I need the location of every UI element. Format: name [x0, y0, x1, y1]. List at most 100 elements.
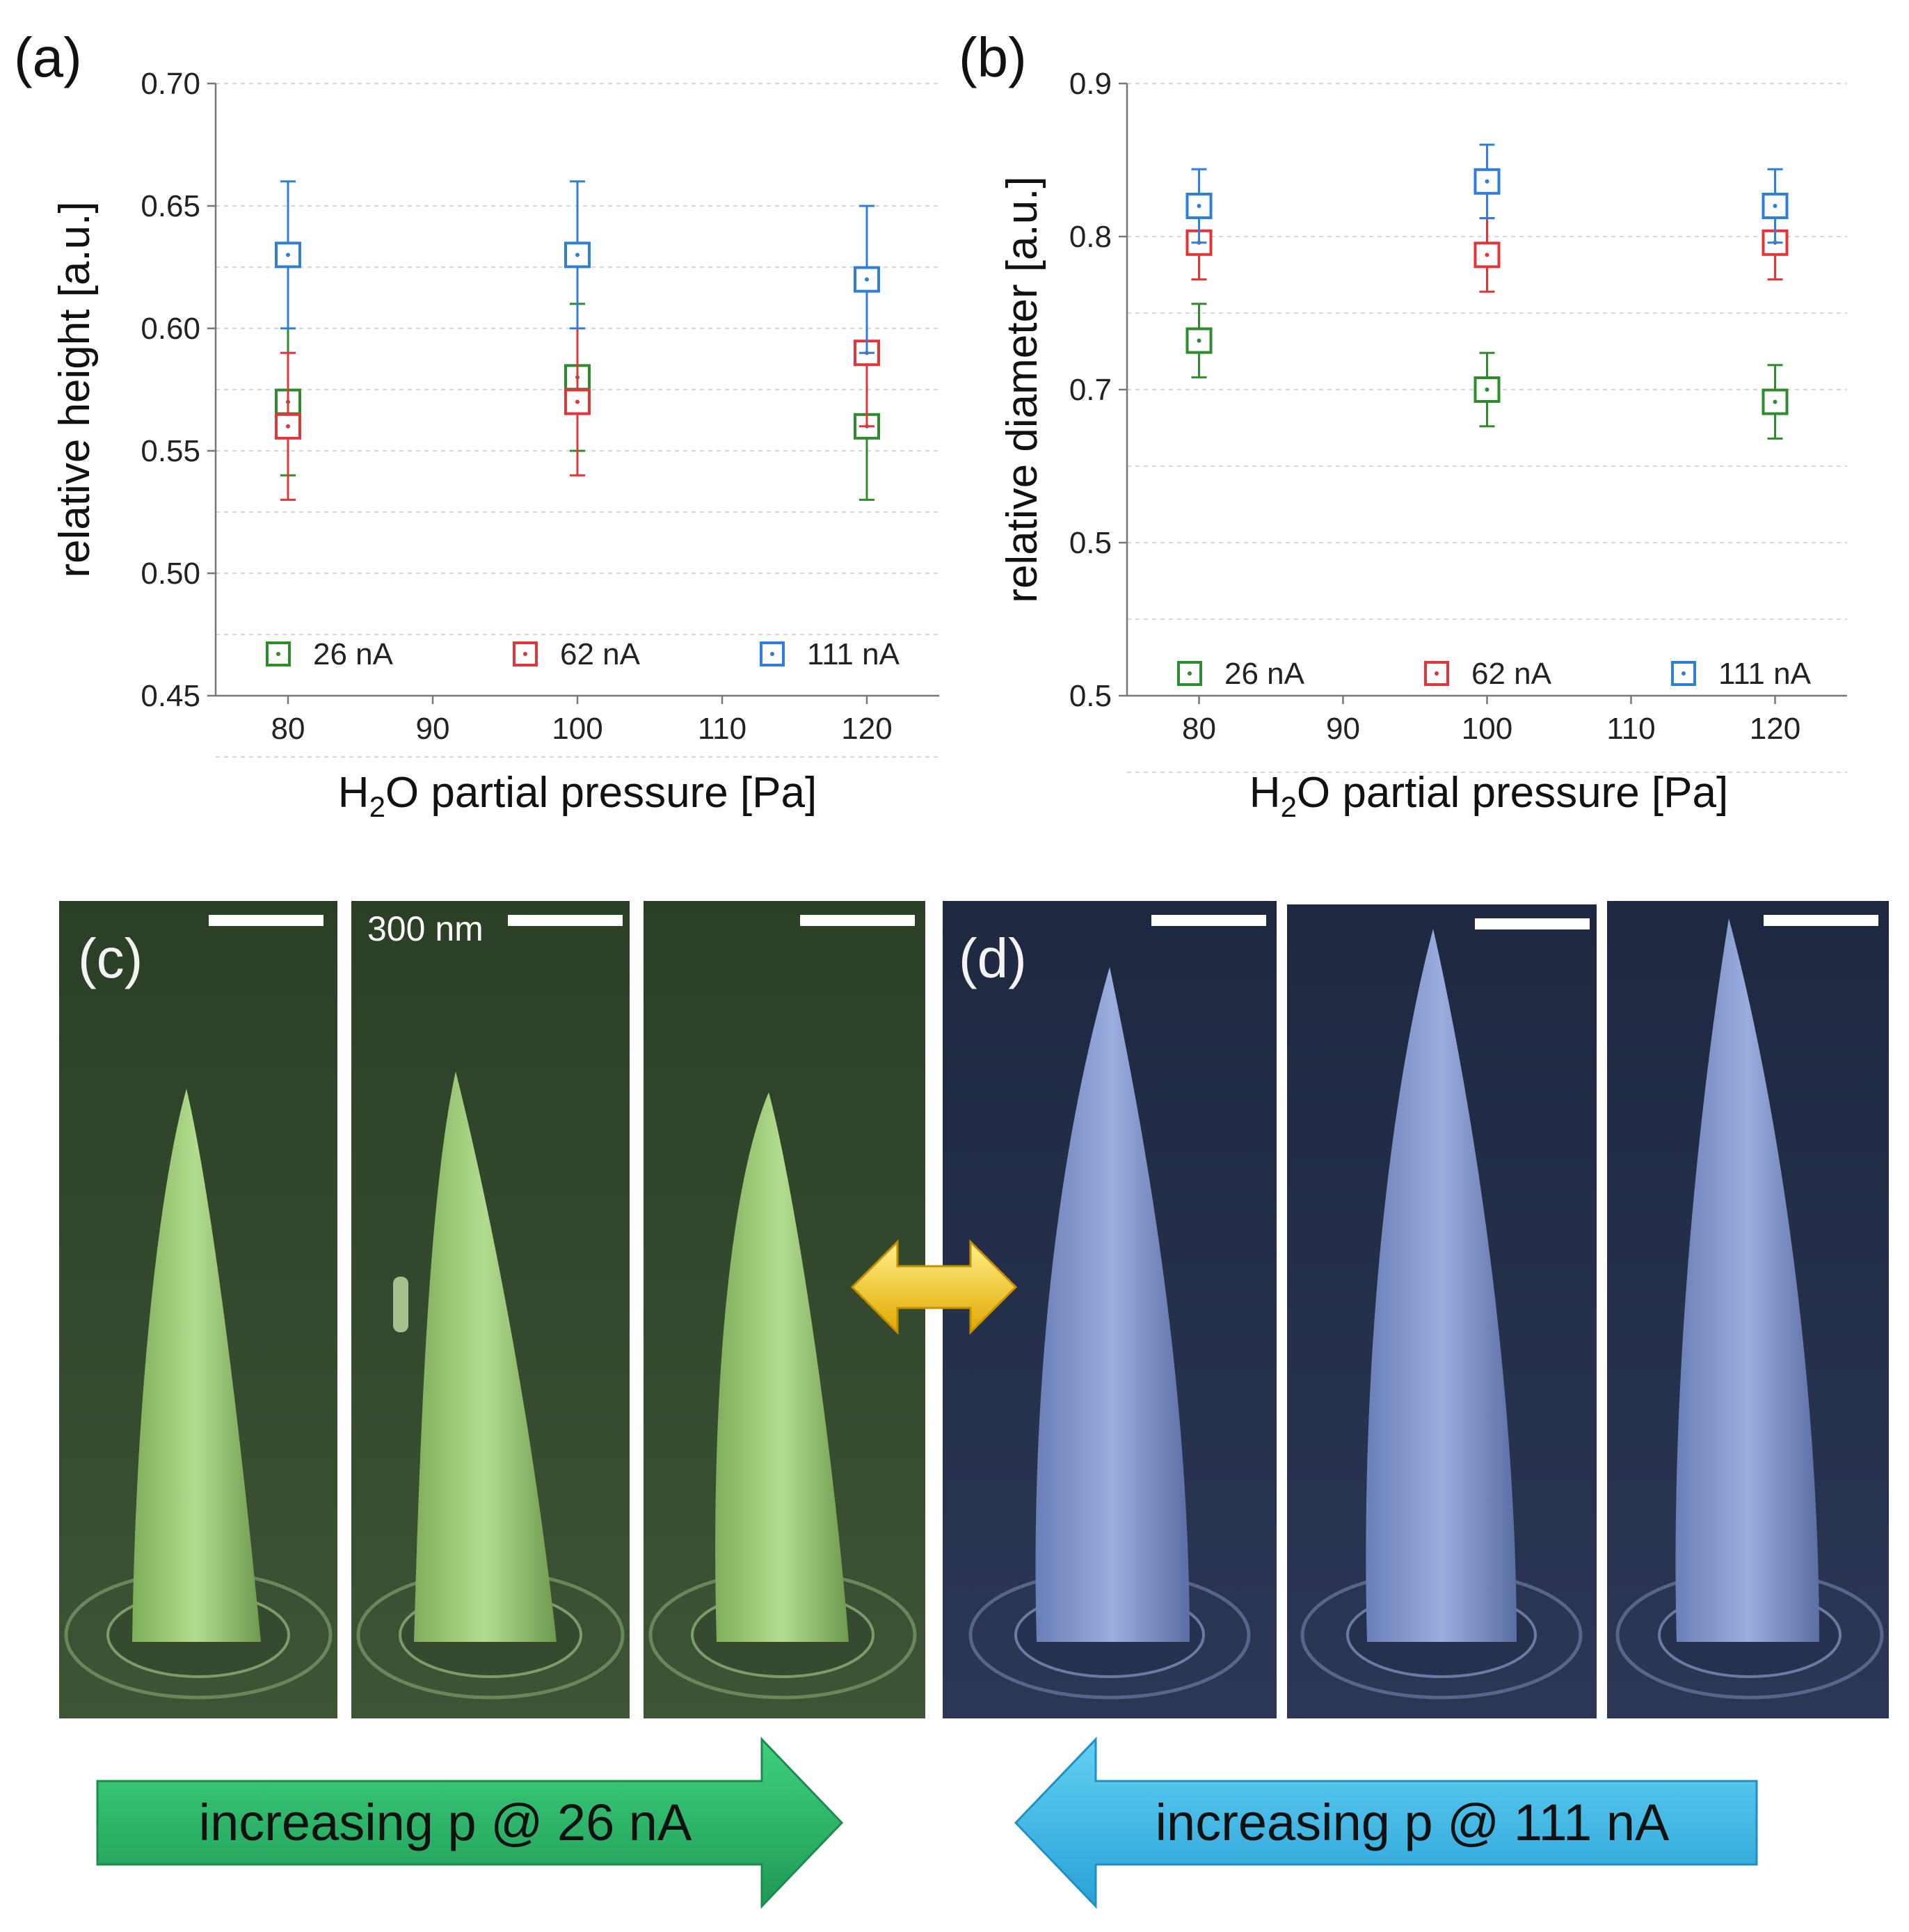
scale-bar-label: 300 nm: [367, 909, 484, 948]
chart-b-y-tick-label: 0.5: [1069, 679, 1112, 713]
chart-b-x-tick-label: 120: [1750, 712, 1800, 746]
chart-a-y-tick-label: 0.70: [141, 67, 200, 101]
legend-marker: [513, 641, 538, 666]
chart-b-point-111na: [1762, 168, 1789, 244]
chart-b-point-62na: [1473, 217, 1501, 293]
arrow-right-label: increasing p @ 111 nA: [1156, 1794, 1670, 1851]
panel-label-c: (c): [78, 927, 143, 989]
chart-b-y-axis-label: relative diameter [a.u.]: [998, 176, 1046, 602]
legend-marker-dot: [770, 652, 774, 656]
chart-b-point-111na: [1185, 168, 1213, 244]
chart-b-x-tick-label: 90: [1326, 712, 1360, 746]
chart-a-x-tick-label: 120: [841, 712, 892, 746]
sem-image-c2: 300 nm: [351, 901, 630, 1718]
chart-a-y-ticks: 0.45 0.50 0.55 0.60 0.65 0.70: [141, 67, 216, 713]
chart-a-relative-height: (a) 0.45 0.50 0.55 0.60 0.65 0.70 80 90 100 110 1…: [14, 26, 939, 823]
chart-a-point-111na: [564, 180, 591, 330]
chart-a-y-tick-label: 0.60: [141, 312, 200, 346]
chart-b-x-axis-label: H2O partial pressure [Pa]: [1249, 769, 1728, 823]
marker-square: [275, 413, 301, 440]
chart-a-point-111na: [275, 180, 301, 330]
chart-a-legend: 26 nA 62 nA 111 nA: [266, 637, 900, 671]
sem-image-d2: [1287, 904, 1597, 1718]
marker-square: [1185, 193, 1213, 219]
chart-a-y-tick-label: 0.65: [141, 189, 200, 223]
marker-center-dot: [1485, 388, 1489, 392]
marker-square: [1762, 388, 1789, 415]
chart-a-data-points: [275, 180, 880, 501]
marker-center-dot: [1773, 204, 1778, 208]
sem-panel-c: 300 nm (c): [59, 901, 925, 1718]
chart-b-legend-item: 62 nA: [1424, 657, 1552, 691]
chart-a-x-tick-label: 90: [416, 712, 450, 746]
chart-b-x-tick-label: 110: [1606, 712, 1655, 746]
chart-b-legend: 26 nA 62 nA 111 nA: [1177, 657, 1812, 691]
chart-b-legend-item: 26 nA: [1177, 657, 1305, 691]
arrow-left-label: increasing p @ 26 nA: [199, 1794, 692, 1851]
chart-a-y-tick-label: 0.45: [141, 679, 200, 713]
chart-b-y-tick-label: 0.9: [1069, 67, 1112, 101]
legend-label: 26 nA: [1224, 657, 1305, 691]
chart-b-data-points: [1185, 143, 1789, 440]
sem-image-d3: [1607, 901, 1889, 1718]
panel-label-b: (b): [959, 26, 1027, 88]
chart-a-point-111na: [854, 205, 880, 354]
legend-marker: [1671, 661, 1696, 686]
legend-label: 62 nA: [1471, 657, 1552, 691]
chart-a-y-tick-label: 0.50: [141, 557, 200, 591]
marker-center-dot: [1485, 253, 1489, 257]
marker-center-dot: [286, 253, 290, 257]
marker-center-dot: [1485, 179, 1489, 184]
chart-a-y-tick-label: 0.55: [141, 434, 200, 468]
panel-label-d: (d): [959, 927, 1027, 989]
chart-b-y-tick-label: 0.5: [1069, 526, 1112, 560]
chart-a-point-62na: [564, 327, 591, 477]
chart-b-x-ticks: 80 90 100 110 120: [1182, 696, 1800, 746]
chart-a-x-tick-label: 110: [698, 712, 746, 746]
marker-center-dot: [1197, 204, 1201, 208]
chart-a-legend-item: 111 nA: [760, 637, 900, 671]
chart-b-x-tick-label: 80: [1182, 712, 1216, 746]
chart-b-y-tick-label: 0.8: [1069, 220, 1112, 254]
chart-a-legend-item: 62 nA: [513, 637, 641, 671]
chart-a-point-62na: [275, 351, 301, 501]
chart-a-y-axis-label: relative height [a.u.]: [51, 201, 99, 577]
chart-b-point-26na: [1762, 364, 1789, 440]
chart-a-legend-item: 26 nA: [266, 637, 394, 671]
chart-b-y-ticks: 0.5 0.5 0.7 0.8 0.9: [1069, 67, 1127, 713]
sem-image-c1: [59, 901, 337, 1718]
arrow-increasing-p-26na: increasing p @ 26 nA: [96, 1737, 844, 1909]
marker-center-dot: [1773, 399, 1778, 404]
legend-marker-dot: [1682, 671, 1686, 676]
legend-label: 111 nA: [807, 637, 900, 671]
chart-a-x-ticks: 80 90 100 110 120: [271, 696, 893, 746]
marker-square: [275, 241, 301, 269]
chart-b-legend-item: 111 nA: [1671, 657, 1812, 691]
chart-a-x-tick-label: 80: [271, 712, 305, 746]
legend-marker-dot: [523, 652, 527, 656]
chart-a-x-axis-label: H2O partial pressure [Pa]: [338, 769, 817, 823]
sem-image-d1: [943, 901, 1277, 1718]
panel-label-a: (a): [14, 26, 82, 88]
marker-center-dot: [575, 253, 580, 257]
sem-panel-d: (d): [943, 901, 1889, 1718]
chart-a-x-tick-label: 100: [552, 712, 602, 746]
marker-center-dot: [865, 277, 869, 282]
legend-label: 62 nA: [560, 637, 641, 671]
chart-b-point-26na: [1473, 351, 1501, 428]
chart-b-point-111na: [1473, 143, 1501, 220]
chart-b-x-tick-label: 100: [1462, 712, 1512, 746]
chart-b-point-26na: [1185, 303, 1213, 378]
legend-label: 26 nA: [313, 637, 394, 671]
chart-b-relative-diameter: (b) 0.5 0.5 0.7 0.8 0.9 80 90 100 110 120 26 nA 6…: [959, 26, 1847, 823]
arrow-increasing-p-111na: increasing p @ 111 nA: [1014, 1737, 1758, 1909]
legend-marker-dot: [1435, 671, 1439, 676]
legend-marker: [1424, 661, 1449, 686]
marker-square: [854, 266, 880, 293]
marker-center-dot: [1197, 338, 1201, 343]
legend-marker-dot: [1188, 671, 1192, 676]
legend-label: 111 nA: [1718, 657, 1812, 691]
legend-marker-dot: [276, 652, 280, 656]
chart-b-y-tick-label: 0.7: [1069, 373, 1112, 407]
